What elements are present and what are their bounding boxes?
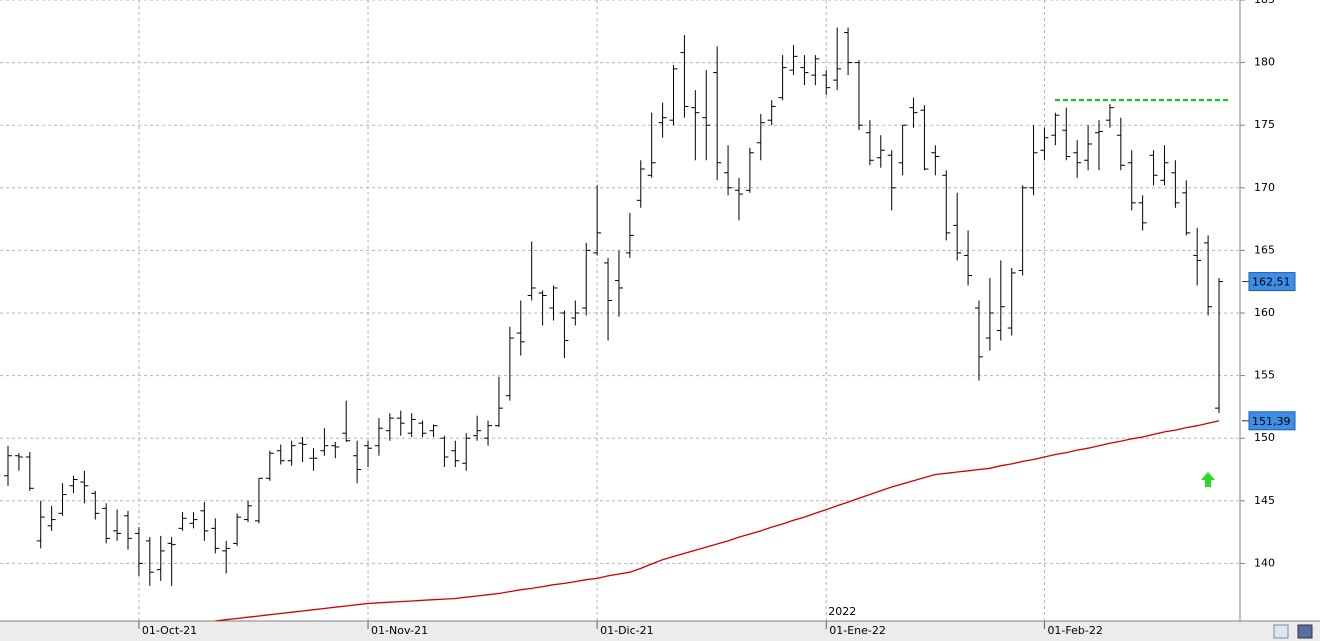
y-tick-label: 155 xyxy=(1254,369,1275,382)
price-label: 162,51 xyxy=(1252,276,1291,289)
plot-area xyxy=(0,0,1240,621)
y-tick-label: 160 xyxy=(1254,306,1275,319)
y-tick-label: 165 xyxy=(1254,243,1275,256)
y-tick-label: 170 xyxy=(1254,181,1275,194)
save-icon[interactable] xyxy=(1297,624,1313,639)
y-tick-label: 180 xyxy=(1254,56,1275,69)
x-tick-label: 01-Nov-21 xyxy=(371,624,428,637)
y-tick-label: 175 xyxy=(1254,118,1275,131)
x-tick-label: 01-Oct-21 xyxy=(142,624,197,637)
x-tick-label: 01-Ene-22 xyxy=(829,624,886,637)
y-tick-label: 150 xyxy=(1254,431,1275,444)
y-tick-label: 185 xyxy=(1254,0,1275,6)
year-label: 2022 xyxy=(828,605,856,618)
price-box xyxy=(1248,411,1296,431)
up-arrow xyxy=(1201,472,1215,487)
y-tick-label: 140 xyxy=(1254,556,1275,569)
price-label: 151,39 xyxy=(1252,415,1291,428)
y-tick-label: 145 xyxy=(1254,494,1275,507)
x-axis-strip xyxy=(0,621,1320,641)
plot-layer: 140 145 150 155 160 165 170 175 180 185 01-Oct-21 0… xyxy=(0,0,1296,637)
price-box xyxy=(1248,272,1296,292)
tool-icon[interactable] xyxy=(1273,624,1289,639)
moving-average-line xyxy=(215,420,1220,621)
x-tick-label: 01-Dic-21 xyxy=(600,624,654,637)
x-tick-label: 01-Feb-22 xyxy=(1047,624,1102,637)
